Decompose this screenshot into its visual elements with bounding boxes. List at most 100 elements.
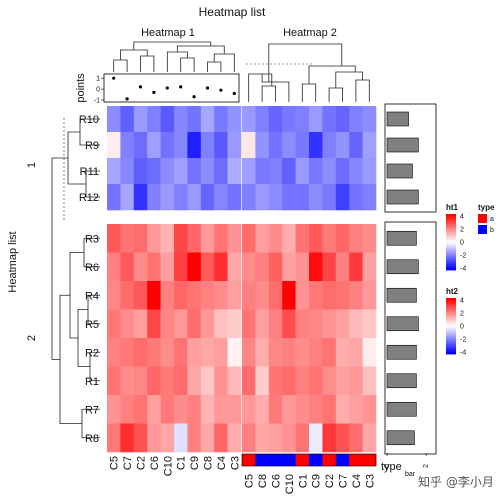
ht2-cell-R7-C5 [242,395,256,424]
ht2-cell-R6-C9 [309,252,323,282]
ht1-cell-R7-C2 [133,395,148,424]
ht1-cell-R10-C9 [187,106,202,133]
ht2-cell-R5-C1 [295,309,310,339]
heatmap1-column-label-C8: C8 [203,456,215,470]
ht1-cell-R4-C10 [160,281,175,310]
ht1-cell-R7-C9 [187,395,202,424]
type-legend-label-a: a [490,216,494,223]
ht2-cell-R10-C4 [349,106,363,133]
row-label-R7: R7 [85,404,99,416]
heatmap1-column-label-C6: C6 [149,456,161,470]
ht1-cell-R5-C3 [227,309,242,339]
ht2-legend-tick-2: 2 [460,311,464,318]
ht2-cell-R1-C9 [309,366,323,396]
point-C6 [152,90,156,94]
heatmap2-column-label-C8: C8 [257,474,269,488]
ht1-legend-step [446,266,456,269]
ht1-cell-R6-C8 [200,252,215,282]
ht1-cell-R7-C7 [120,395,135,424]
ht2-cell-R12-C1 [295,184,310,211]
row-dendro-g2-root [59,294,82,424]
row-label-R2: R2 [85,347,99,359]
ht1-legend-step [446,260,456,263]
ht1-cell-R1-C3 [227,366,242,396]
ht1-cell-R4-C7 [120,281,135,310]
ht2-legend-step [446,310,456,313]
heatmap2-column-label-C2: C2 [324,474,336,488]
col2-dendro-c [261,74,290,102]
ht2-cell-R12-C4 [349,184,363,211]
ht1-legend-step [446,234,456,237]
ht1-legend-tick-0: 0 [460,240,464,247]
row-group-label-1: 1 [26,162,38,168]
point-C10 [165,86,169,90]
point-C1 [179,85,183,89]
ht1-legend-step [446,222,456,225]
ht2-cell-R3-C9 [309,224,323,253]
ht2-cell-R3-C3 [362,224,377,253]
ht1-cell-R7-C6 [147,395,161,424]
ht1-cell-R4-C6 [147,281,161,310]
ht2-cell-R9-C2 [322,132,337,159]
ht2-cell-R4-C5 [242,281,256,310]
ht1-cell-R3-C10 [160,224,175,253]
bar-R8 [386,430,415,446]
ht2-cell-R8-C2 [322,423,337,453]
ht2-legend-step [446,300,456,303]
ht1-cell-R8-C7 [120,423,135,453]
ht2-cell-R3-C5 [242,224,256,253]
ht2-cell-R2-C8 [255,338,270,367]
ht2-cell-R8-C9 [309,423,323,453]
ht2-cell-R12-C3 [362,184,377,211]
col1-dendro-b [140,55,155,72]
col1-dendro-c [120,49,148,60]
type-annotation-box [241,453,377,467]
ht1-cell-R1-C6 [147,366,161,396]
ht1-cell-R2-C5 [107,338,121,367]
ht1-cell-R3-C2 [133,224,148,253]
ht1-cell-R9-C4 [214,132,228,159]
ht2-legend-step [446,312,456,315]
points-tick-label-0: 0 [96,87,100,94]
ht1-cell-R9-C10 [160,132,175,159]
ht2-cell-R9-C8 [255,132,270,159]
ht2-legend-step [446,302,456,305]
ht1-cell-R12-C3 [227,184,242,211]
row-label-R9: R9 [85,140,99,152]
ht2-legend-step [446,318,456,321]
ht1-legend-step [446,232,456,235]
heatmap1-column-label-C5: C5 [109,456,121,470]
heatmap2-column-label-C4: C4 [351,474,363,488]
ht2-cell-R4-C2 [322,281,337,310]
ht1-legend-step [446,264,456,267]
ht2-cell-R9-C3 [362,132,377,159]
ht2-cell-R1-C5 [242,366,256,396]
ht1-cell-R11-C3 [227,158,242,185]
ht1-cell-R3-C3 [227,224,242,253]
heatmap1-title: Heatmap 1 [141,27,195,39]
ht2-legend-step [446,320,456,323]
bar-R10 [386,111,409,127]
ht1-cell-R12-C9 [187,184,202,211]
ht2-legend-step [446,338,456,341]
bar-R4 [386,287,417,303]
row-dendro-g2-f [69,252,84,339]
ht2-cell-R5-C5 [242,309,256,339]
points-tick-label--1: -1 [94,98,100,105]
heatmap1-column-label-C7: C7 [122,456,134,470]
ht1-legend-step [446,238,456,241]
ht1-cell-R5-C9 [187,309,202,339]
ht1-cell-R4-C4 [214,281,228,310]
ht2-legend-step [446,348,456,351]
heatmap2-column-label-C5: C5 [244,474,256,488]
ht1-cell-R2-C6 [147,338,161,367]
ht1-cell-R4-C2 [133,281,148,310]
col2-dendro-d [301,83,317,102]
ht2-legend-step [446,316,456,319]
col2-dendro-root [268,43,343,82]
col1-dendro-f [207,61,222,72]
ht2-cell-R1-C10 [282,366,296,396]
ht2-legend-step [446,346,456,349]
ht2-legend-tick-4: 4 [460,298,464,305]
